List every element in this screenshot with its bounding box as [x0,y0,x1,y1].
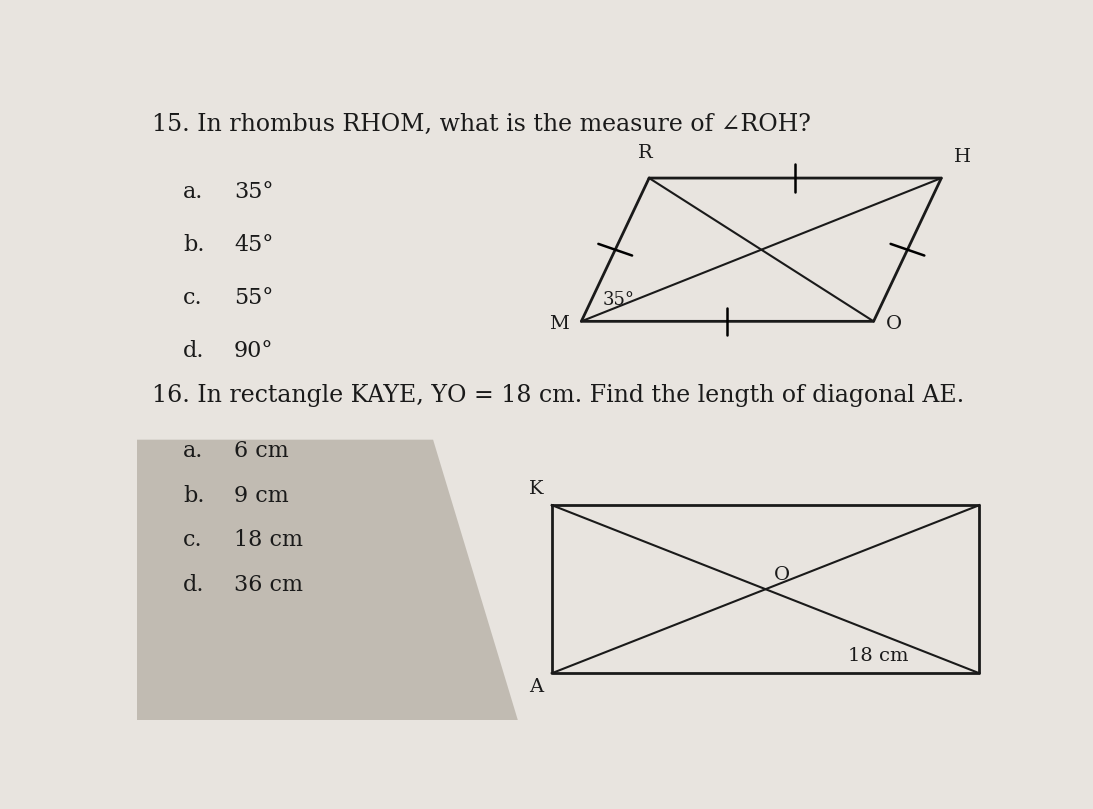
Text: K: K [529,480,543,498]
Text: 36 cm: 36 cm [234,574,303,596]
Text: 18 cm: 18 cm [234,529,303,552]
Text: O: O [886,316,903,333]
Text: b.: b. [184,234,204,256]
Text: a.: a. [184,440,203,462]
Polygon shape [137,440,518,720]
Text: c.: c. [184,529,203,552]
Text: 45°: 45° [234,234,273,256]
Text: O: O [774,566,790,584]
Text: 6 cm: 6 cm [234,440,289,462]
Text: 35°: 35° [234,181,273,203]
Text: A: A [529,678,543,697]
Text: M: M [549,316,568,333]
Text: 18 cm: 18 cm [848,646,908,664]
Text: a.: a. [184,181,203,203]
Text: R: R [637,145,653,163]
Text: 55°: 55° [234,287,273,309]
Text: H: H [954,147,971,166]
Text: 16. In rectangle KAYE, YO = 18 cm. Find the length of diagonal AE.: 16. In rectangle KAYE, YO = 18 cm. Find … [152,383,964,407]
Text: d.: d. [184,340,204,362]
Text: 9 cm: 9 cm [234,485,289,506]
Text: 15. In rhombus RHOM, what is the measure of ∠ROH?: 15. In rhombus RHOM, what is the measure… [152,112,811,136]
Text: c.: c. [184,287,203,309]
Text: b.: b. [184,485,204,506]
Text: 90°: 90° [234,340,273,362]
Text: d.: d. [184,574,204,596]
Text: 35°: 35° [602,291,635,309]
